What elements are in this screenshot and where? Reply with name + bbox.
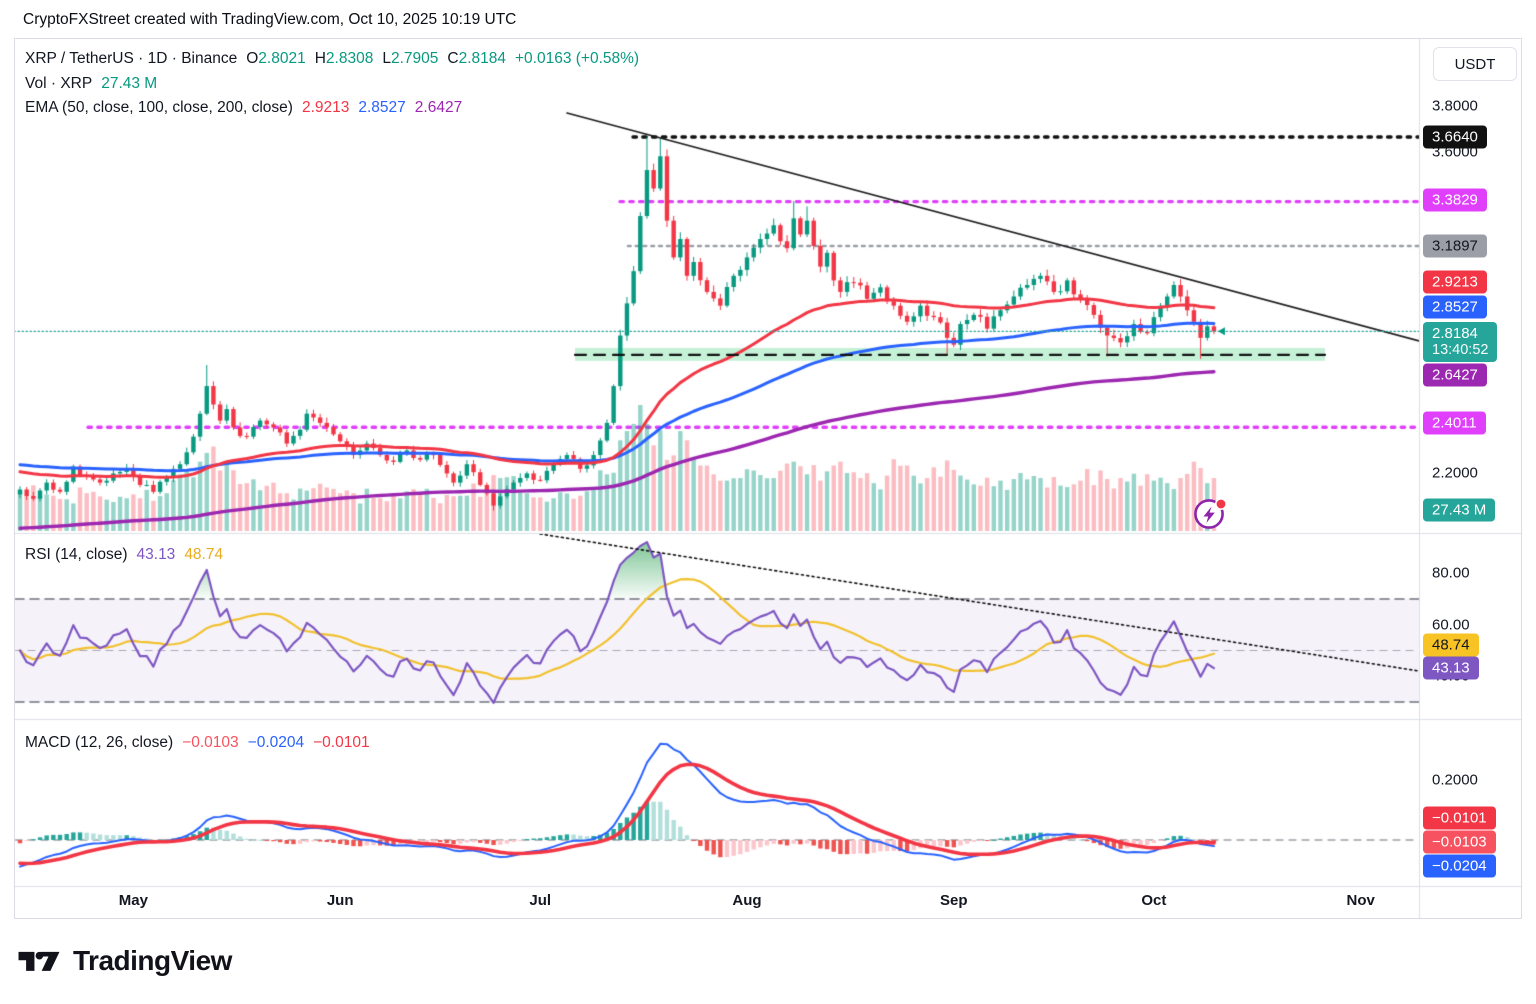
rsi-legend-row: RSI (14, close) 43.13 48.74 [25,546,223,564]
attribution-text: CryptoFXStreet created with TradingView.… [23,11,517,28]
ema-label[interactable]: EMA (50, close, 100, close, 200, close) [25,99,293,116]
price-badge-3.3829: 3.3829 [1423,188,1487,212]
rsi-badge-43.13: 43.13 [1423,656,1479,680]
flash-events-button[interactable] [1192,496,1228,532]
rsi-tick-80.00: 80.00 [1432,564,1470,582]
ema200-value: 2.6427 [414,99,463,116]
main-legend-row: XRP / TetherUS · 1D · Binance O2.8021 H2… [25,50,639,68]
month-label-Aug: Aug [732,892,762,909]
rsi-tick-60.00: 60.00 [1432,616,1470,634]
price-badge-3.1897: 3.1897 [1423,234,1487,258]
price-badge-27.43 M: 27.43 M [1423,498,1496,522]
month-label-Nov: Nov [1346,892,1375,909]
macd-signal-value: −0.0101 [313,734,370,751]
lightning-icon [1194,498,1227,529]
tradingview-wordmark: TradingView [73,945,232,976]
currency-toggle-button[interactable]: USDT [1433,47,1517,81]
tradingview-logo-icon [18,951,60,971]
change-value: +0.0163 (+0.58%) [515,50,640,67]
macd-legend-row: MACD (12, 26, close) −0.0103 −0.0204 −0.… [25,734,370,752]
volume-value: 27.43 M [101,75,158,92]
price-tick-3.8000: 3.8000 [1432,97,1478,115]
macd-tick-0.2000: 0.2000 [1432,771,1478,789]
macd-label[interactable]: MACD (12, 26, close) [25,734,174,751]
macd-hist-value: −0.0103 [182,734,239,751]
rsi-label[interactable]: RSI (14, close) [25,546,128,563]
tradingview-footer[interactable]: TradingView [17,944,232,978]
ohlc-open: O2.8021 [246,50,306,67]
ohlc-low: L2.7905 [382,50,439,67]
month-label-Oct: Oct [1141,892,1167,909]
macd-line-value: −0.0204 [247,734,305,751]
ema50-value: 2.9213 [301,99,350,116]
ohlc-high: H2.8308 [314,50,374,67]
month-label-Jul: Jul [529,892,552,909]
volume-label[interactable]: Vol · XRP [25,75,93,92]
ema-legend-row: EMA (50, close, 100, close, 200, close) … [25,99,462,117]
price-badge-2.6427: 2.6427 [1423,363,1487,387]
macd-badge-−0.0103: −0.0103 [1423,830,1496,854]
price-badge-2.8527: 2.8527 [1423,295,1487,319]
ema100-value: 2.8527 [358,99,406,116]
macd-badge-−0.0101: −0.0101 [1423,806,1496,830]
volume-legend-row: Vol · XRP 27.43 M [25,75,157,93]
price-badge-2.9213: 2.9213 [1423,270,1487,294]
rsi-badge-48.74: 48.74 [1423,633,1479,657]
rsi-ma-value: 48.74 [184,546,224,563]
rsi-value: 43.13 [136,546,176,563]
month-label-Sep: Sep [940,892,968,909]
month-label-Jun: Jun [326,892,354,909]
ohlc-close: C2.8184 [447,50,506,67]
price-badge-2.8184: 2.8184 13:40:52 [1423,322,1498,362]
price-badge-3.6640: 3.6640 [1423,125,1487,149]
symbol-title[interactable]: XRP / TetherUS · 1D · Binance [25,50,238,67]
price-tick-2.2000: 2.2000 [1432,464,1478,482]
price-badge-2.4011: 2.4011 [1423,411,1486,435]
macd-badge-−0.0204: −0.0204 [1423,854,1496,878]
month-label-May: May [118,892,148,909]
